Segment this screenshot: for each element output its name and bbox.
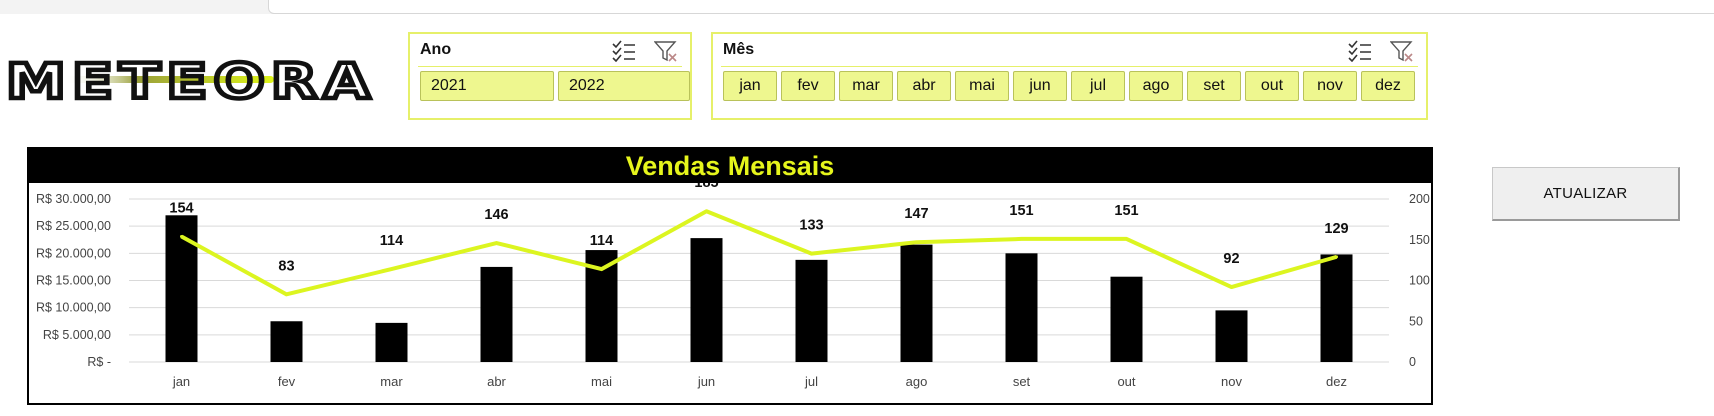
bar	[1215, 310, 1248, 362]
clear-filter-icon[interactable]	[654, 40, 678, 62]
x-tick-label: nov	[1221, 374, 1242, 389]
y-right-tick-label: 100	[1409, 274, 1430, 288]
logo-text: METEORA	[6, 56, 376, 106]
bar	[165, 215, 198, 362]
data-label: 146	[484, 207, 508, 223]
y-left-tick-label: R$ 10.000,00	[36, 301, 111, 315]
chart-title: Vendas Mensais	[29, 149, 1431, 183]
clear-filter-icon[interactable]	[1390, 40, 1414, 62]
y-left-tick-label: R$ 30.000,00	[36, 192, 111, 206]
slicer-item-fev[interactable]: fev	[781, 71, 835, 101]
y-right-tick-label: 50	[1409, 314, 1423, 328]
line-point	[1230, 285, 1233, 289]
x-tick-label: out	[1117, 374, 1135, 389]
slicer-item-dez[interactable]: dez	[1361, 71, 1415, 101]
y-right-tick-label: 0	[1409, 355, 1416, 369]
data-label: 83	[278, 258, 294, 274]
y-left-tick-label: R$ 25.000,00	[36, 219, 111, 233]
slicer-item-nov[interactable]: nov	[1303, 71, 1357, 101]
bar	[375, 322, 408, 362]
y-right-tick-label: 200	[1409, 192, 1430, 206]
x-tick-label: fev	[278, 374, 296, 389]
bar	[1320, 254, 1353, 362]
formula-bar[interactable]	[268, 0, 1714, 14]
bar	[1005, 253, 1038, 362]
series-line	[180, 209, 1338, 297]
data-label: 114	[590, 233, 613, 249]
data-label: 185	[694, 183, 718, 191]
x-tick-label: jul	[804, 374, 818, 389]
line-point	[1335, 255, 1338, 259]
window-top-bar	[0, 0, 1714, 14]
line-point	[810, 252, 813, 256]
sales-chart[interactable]: Vendas Mensais R$ - R$ 5.000,00 R$ 10.000,…	[27, 147, 1433, 405]
x-tick-label: abr	[487, 374, 506, 389]
slicer-item-2022[interactable]: 2022	[558, 71, 690, 101]
slicer-item-abr[interactable]: abr	[897, 71, 951, 101]
multi-select-icon[interactable]	[1348, 40, 1372, 62]
slicer-ano: Ano 2021 2022	[408, 32, 692, 120]
slicer-item-mai[interactable]: mai	[955, 71, 1009, 101]
data-label: 151	[1009, 203, 1033, 219]
bar	[1110, 276, 1143, 362]
data-label: 133	[799, 218, 823, 234]
line-point	[180, 234, 183, 238]
chart-plot: R$ - R$ 5.000,00 R$ 10.000,00 R$ 15.000,00 R…	[36, 183, 1430, 389]
data-label: 154	[169, 200, 193, 216]
data-label: 147	[904, 206, 928, 222]
data-label: 92	[1223, 251, 1239, 267]
slicer-mes-title: Mês	[723, 41, 755, 58]
bar	[900, 244, 933, 362]
x-tick-label: mai	[591, 374, 612, 389]
slicer-item-jun[interactable]: jun	[1013, 71, 1067, 101]
y-left-tick-label: R$ 20.000,00	[36, 246, 111, 260]
slicer-item-ago[interactable]: ago	[1129, 71, 1183, 101]
y-right-tick-label: 150	[1409, 233, 1430, 247]
line-point	[915, 240, 918, 244]
multi-select-icon[interactable]	[612, 40, 636, 62]
y-left-tick-label: R$ 5.000,00	[43, 328, 111, 342]
y-left-tick-label: R$ -	[87, 355, 111, 369]
bar	[795, 259, 828, 362]
line-point	[495, 241, 498, 245]
slicer-mes: Mês jan fev mar abr mai jun jul ago set …	[711, 32, 1428, 120]
data-label: 129	[1324, 221, 1348, 237]
x-tick-label: mar	[380, 374, 403, 389]
bar	[270, 321, 303, 362]
x-tick-label: dez	[1326, 374, 1347, 389]
slicer-ano-title: Ano	[420, 41, 452, 58]
line-point	[390, 267, 393, 271]
x-tick-label: jan	[172, 374, 190, 389]
x-tick-label: jun	[697, 374, 715, 389]
line-point	[705, 209, 708, 213]
meteora-logo: METEORA	[4, 56, 376, 106]
x-tick-label: set	[1013, 374, 1031, 389]
slicer-item-mar[interactable]: mar	[839, 71, 893, 101]
slicer-item-jul[interactable]: jul	[1071, 71, 1125, 101]
refresh-button[interactable]: ATUALIZAR	[1492, 167, 1680, 221]
line-point	[1020, 237, 1023, 241]
bar	[480, 266, 513, 362]
y-left-tick-label: R$ 15.000,00	[36, 274, 111, 288]
line-point	[1125, 237, 1128, 241]
line-point	[285, 292, 288, 296]
slicer-item-jan[interactable]: jan	[723, 71, 777, 101]
slicer-item-2021[interactable]: 2021	[420, 71, 554, 101]
slicer-item-out[interactable]: out	[1245, 71, 1299, 101]
data-label: 114	[380, 233, 403, 249]
line-point	[600, 267, 603, 271]
x-tick-label: ago	[906, 374, 928, 389]
slicer-item-set[interactable]: set	[1187, 71, 1241, 101]
bar	[690, 238, 723, 362]
data-label: 151	[1114, 203, 1138, 219]
